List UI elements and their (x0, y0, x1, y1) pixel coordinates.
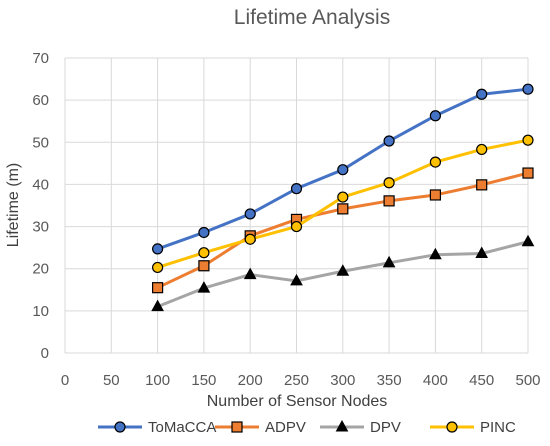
data-point (476, 179, 488, 191)
x-tick-label: 300 (330, 372, 355, 389)
data-point (337, 203, 349, 215)
legend-label: ToMaCCA (148, 419, 216, 436)
y-tick-label: 70 (32, 50, 49, 67)
data-point (429, 189, 441, 201)
x-tick-label: 200 (238, 372, 263, 389)
data-point (522, 83, 534, 95)
data-point (290, 273, 303, 286)
data-point (198, 260, 210, 272)
data-point (383, 177, 395, 189)
y-tick-label: 30 (32, 219, 49, 236)
x-tick-label: 400 (423, 372, 448, 389)
data-point (244, 208, 256, 220)
y-tick-label: 0 (41, 345, 49, 362)
y-axis-label: Lifetime (m) (5, 163, 22, 247)
legend-marker (231, 421, 243, 433)
x-tick-label: 500 (515, 372, 540, 389)
x-tick-label: 100 (145, 372, 170, 389)
data-point (197, 281, 211, 293)
data-point (429, 247, 442, 260)
legend-label: PINC (480, 419, 516, 436)
data-point (152, 243, 164, 255)
legend-item-pinc: PINC (430, 419, 516, 436)
x-tick-label: 450 (469, 372, 494, 389)
axes: 0 50 100 150 200 250 300 350 400 450 500 0 10 20 30 40 5… (32, 50, 540, 389)
data-point (383, 195, 395, 207)
data-point (290, 220, 303, 233)
data-point (336, 264, 350, 276)
legend-marker (114, 421, 126, 433)
y-tick-label: 10 (32, 303, 49, 320)
y-tick-label: 50 (32, 134, 49, 151)
data-point (476, 88, 488, 100)
data-point (244, 233, 256, 245)
y-tick-label: 60 (32, 92, 49, 109)
data-point (243, 267, 257, 280)
data-point (522, 134, 534, 146)
x-tick-label: 50 (103, 372, 120, 389)
data-point (476, 143, 488, 156)
legend: ToMaCCA ADPV DPV PINC (98, 419, 516, 436)
data-point (337, 191, 349, 203)
data-point (152, 282, 164, 294)
data-point (475, 246, 489, 259)
series-group (151, 83, 535, 312)
data-point (383, 135, 395, 147)
data-point (521, 234, 535, 247)
series-dpv (151, 234, 535, 312)
data-point (429, 156, 441, 168)
x-tick-label: 150 (191, 372, 216, 389)
legend-marker (446, 421, 458, 433)
data-point (522, 167, 534, 179)
grid (64, 57, 529, 354)
y-tick-label: 20 (32, 261, 49, 278)
series-pinc (152, 134, 534, 274)
data-point (382, 255, 396, 268)
data-point (152, 261, 164, 274)
legend-item-adpv: ADPV (215, 419, 306, 436)
legend-label: ADPV (265, 419, 306, 436)
x-tick-label: 350 (377, 372, 402, 389)
x-axis-label: Number of Sensor Nodes (207, 393, 388, 410)
data-point (198, 247, 210, 259)
legend-marker (335, 419, 349, 432)
data-point (151, 299, 164, 312)
x-tick-label: 0 (61, 372, 69, 389)
chart-title: Lifetime Analysis (234, 6, 390, 29)
data-point (290, 183, 303, 195)
y-tick-label: 40 (32, 176, 49, 193)
legend-label: DPV (370, 419, 401, 436)
data-point (198, 226, 210, 239)
legend-item-dpv: DPV (320, 419, 401, 436)
legend-item-tomacca: ToMaCCA (98, 419, 216, 436)
series-tomacca (152, 83, 534, 255)
x-tick-label: 250 (284, 372, 309, 389)
data-point (429, 110, 441, 122)
data-point (337, 164, 349, 176)
